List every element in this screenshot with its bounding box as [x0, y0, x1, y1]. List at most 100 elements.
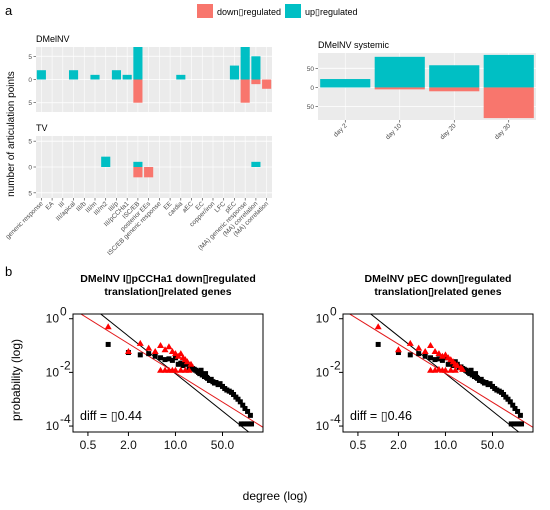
legend-swatch-up	[285, 4, 301, 18]
point-black	[517, 412, 523, 418]
bar	[483, 54, 534, 88]
point-black	[152, 353, 158, 359]
y-tick-label: 10	[316, 419, 330, 433]
point-black	[180, 363, 186, 369]
bar	[133, 167, 143, 178]
bar	[122, 74, 132, 80]
x-tick-label: day 30	[493, 122, 512, 141]
panel-b-ylabel: probability (log)	[9, 339, 23, 421]
point-red	[441, 351, 449, 358]
bar	[262, 79, 272, 89]
point-black	[512, 406, 518, 412]
point-black	[175, 361, 181, 367]
point-red	[151, 348, 159, 355]
panel-label-a: a	[5, 3, 13, 18]
bar	[36, 70, 46, 80]
point-black	[240, 402, 246, 408]
y-tick-exponent: 0	[330, 305, 337, 319]
plot-frame	[342, 313, 534, 433]
bar	[101, 156, 111, 167]
point-red	[104, 323, 112, 330]
point-red	[447, 366, 455, 373]
bar	[429, 65, 480, 88]
panel-a-ylabel: number of articulation points	[6, 71, 17, 197]
chart-title: DMelNV	[36, 34, 70, 44]
point-red	[421, 348, 429, 355]
bar	[111, 70, 122, 80]
point-black	[468, 367, 474, 373]
point-red	[431, 348, 439, 355]
point-black	[511, 421, 517, 427]
point-black	[395, 350, 401, 356]
point-red	[145, 344, 153, 351]
point-black	[241, 421, 247, 427]
point-red	[435, 350, 443, 357]
point-black	[158, 355, 164, 361]
point-black	[515, 408, 521, 414]
point-black	[501, 391, 507, 397]
point-red	[394, 346, 402, 353]
point-black	[442, 355, 448, 361]
x-tick-label: 2.0	[390, 438, 407, 452]
panel-b-xlabel: degree (log)	[243, 489, 308, 503]
point-red	[406, 339, 414, 346]
x-tick-label: aEC	[181, 200, 195, 214]
x-tick-label: 50.0	[481, 438, 505, 452]
bar	[133, 47, 143, 80]
point-black	[422, 353, 428, 359]
point-black	[473, 371, 479, 377]
point-red	[177, 366, 185, 373]
bar	[240, 79, 250, 103]
point-red	[427, 342, 435, 349]
plot-background	[343, 314, 533, 432]
x-tick-label: III	[57, 200, 66, 209]
chart-dmelinv: 5 0 5 DMelNV	[28, 34, 272, 112]
point-black	[166, 356, 172, 362]
point-red	[157, 366, 165, 373]
point-black	[237, 399, 243, 405]
point-red	[165, 343, 173, 350]
panel-label-b: b	[5, 264, 12, 279]
bar	[251, 161, 261, 167]
x-tick-label: 10.0	[164, 438, 188, 452]
y-tick-label: 10	[316, 312, 330, 326]
chart-title: TV	[36, 123, 48, 133]
bar	[429, 87, 480, 92]
point-black	[436, 356, 442, 362]
x-tick-label: EA	[44, 200, 56, 212]
point-black	[439, 357, 445, 363]
plot-frame	[72, 313, 264, 433]
point-red	[415, 344, 423, 351]
point-black	[162, 357, 168, 363]
point-black	[235, 396, 241, 402]
point-black	[203, 371, 209, 377]
point-black	[445, 361, 451, 367]
chart-title-line: translation▯related genes	[104, 286, 231, 298]
bar	[251, 79, 261, 85]
bar	[229, 65, 240, 80]
x-tick-label: generic response	[5, 200, 45, 240]
point-red	[177, 350, 185, 357]
y-tick-label: 0	[310, 85, 314, 92]
y-tick-label: 50	[307, 104, 315, 111]
x-tick-label: 50.0	[211, 438, 235, 452]
point-red	[427, 366, 435, 373]
chart-title-line: DMelNV pEC down▯regulated	[365, 273, 512, 285]
chart-title-line: DMelNV I▯pCCHa1 down▯regulated	[80, 273, 256, 285]
point-red	[441, 366, 449, 373]
y-tick-label: 5	[28, 190, 32, 197]
point-black	[508, 421, 514, 427]
legend-swatch-down	[197, 4, 213, 18]
annotation-diff: diff = ▯0.44	[80, 409, 142, 423]
y-tick-label: 0	[28, 77, 32, 84]
bar	[176, 74, 186, 80]
point-black	[242, 406, 248, 412]
point-red	[187, 360, 195, 367]
y-tick-label: 10	[46, 312, 60, 326]
y-tick-exponent: -2	[60, 358, 71, 372]
point-black	[184, 361, 190, 367]
